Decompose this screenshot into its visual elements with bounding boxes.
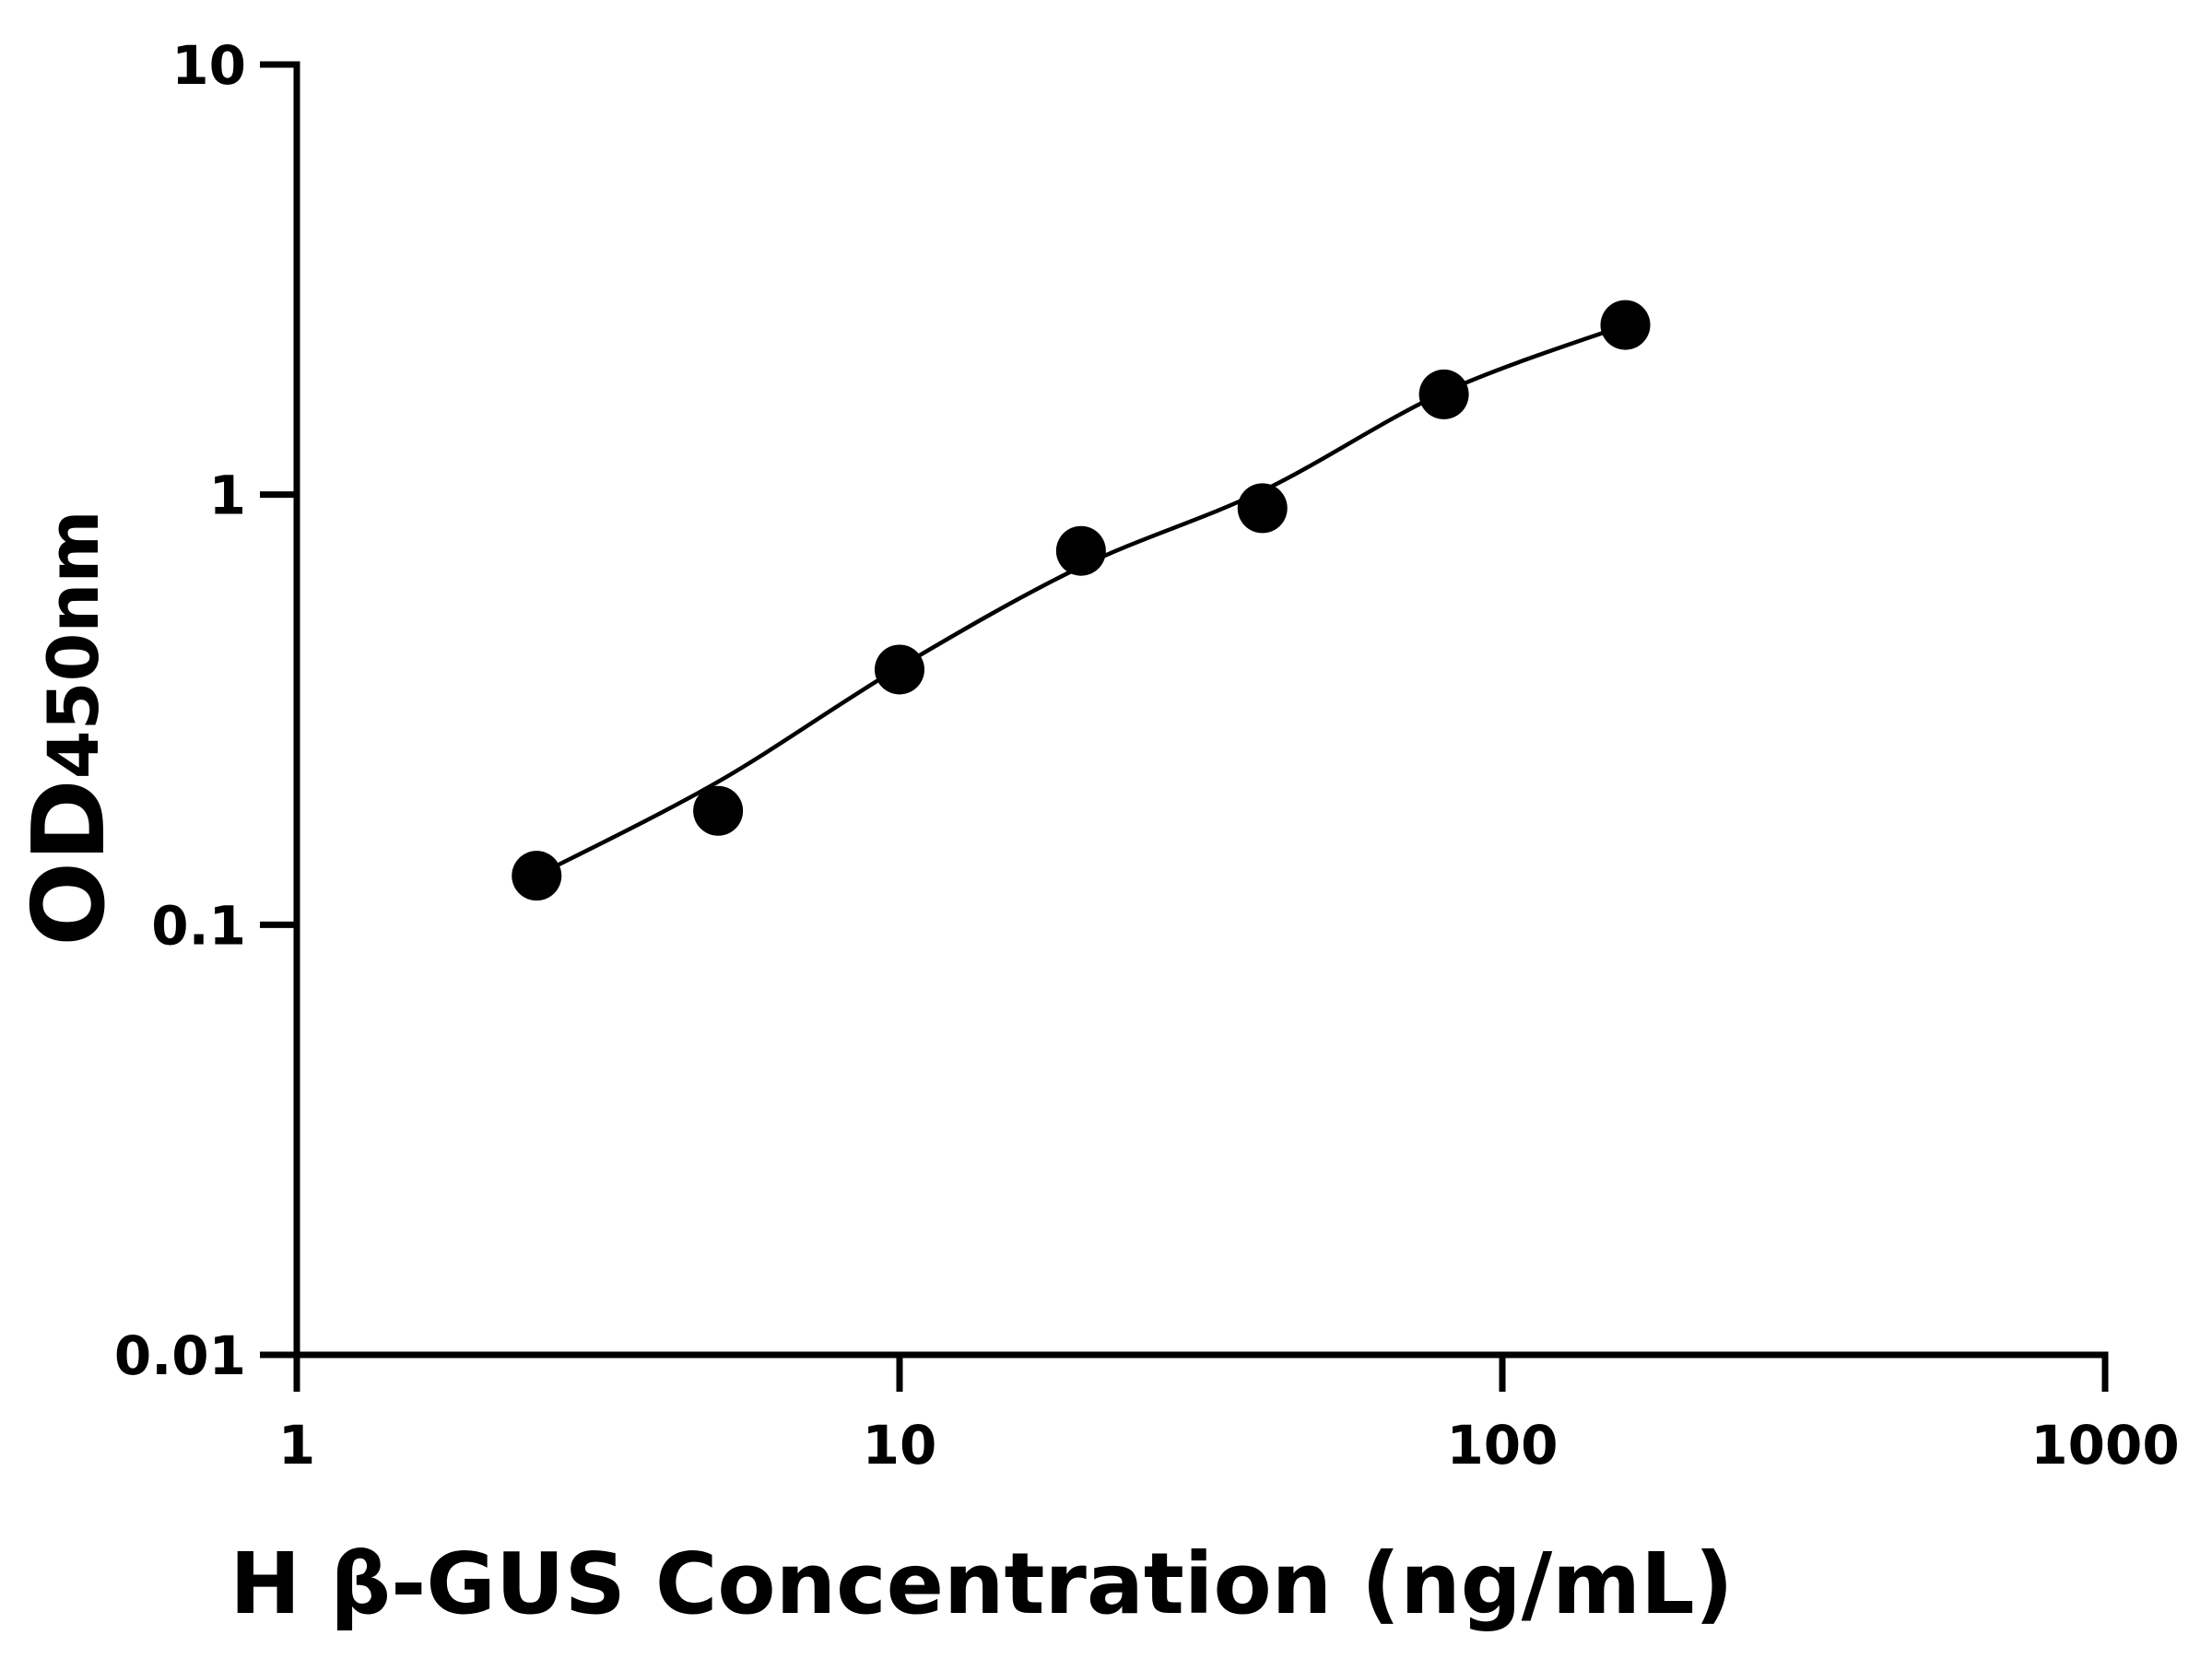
x-tick-label: 1 — [278, 1414, 315, 1477]
x-axis-title: H β-GUS Concentration (ng/mL) — [229, 1535, 1733, 1633]
data-point — [693, 785, 744, 836]
data-point — [875, 644, 924, 695]
data-point — [1055, 525, 1106, 576]
y-axis-title: OD450nm — [12, 510, 127, 946]
data-point — [1237, 483, 1288, 534]
x-tick-label: 1000 — [2030, 1414, 2179, 1477]
y-tick-label: 0.01 — [114, 1324, 246, 1387]
data-point — [1418, 369, 1469, 419]
y-tick-label: 10 — [171, 34, 246, 97]
data-point — [1600, 300, 1651, 350]
x-tick-label: 10 — [863, 1414, 937, 1477]
x-tick-label: 100 — [1446, 1414, 1558, 1477]
data-point — [512, 851, 562, 901]
y-axis-title-main: OD — [12, 779, 127, 946]
y-tick-label: 1 — [209, 465, 246, 527]
y-tick-label: 0.1 — [151, 894, 246, 957]
y-axis-title-subscript: 450nm — [32, 510, 114, 779]
